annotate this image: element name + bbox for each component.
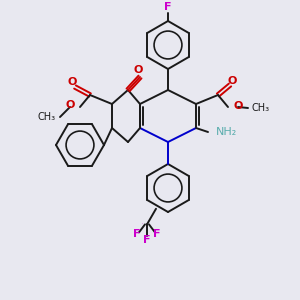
Text: F: F <box>143 236 151 245</box>
Text: O: O <box>67 77 77 87</box>
Text: F: F <box>133 230 141 239</box>
Text: O: O <box>66 100 75 110</box>
Text: O: O <box>233 101 242 111</box>
Text: F: F <box>164 2 172 12</box>
Text: F: F <box>153 230 161 239</box>
Text: O: O <box>133 65 143 75</box>
Text: CH₃: CH₃ <box>38 112 56 122</box>
Text: NH₂: NH₂ <box>216 127 237 137</box>
Text: O: O <box>227 76 237 86</box>
Text: CH₃: CH₃ <box>252 103 270 113</box>
